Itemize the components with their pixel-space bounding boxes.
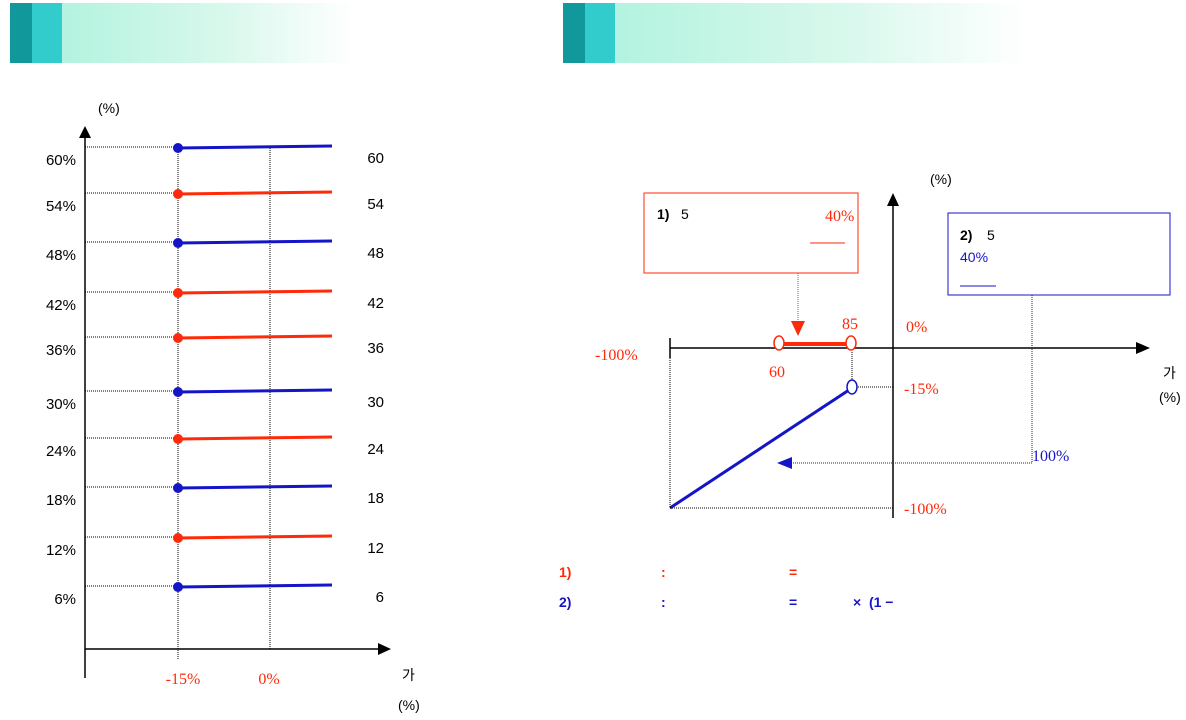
level-dot	[173, 288, 183, 298]
y-tick-label: 6%	[54, 591, 76, 608]
level-line	[177, 484, 333, 490]
note-1-num: 1)	[559, 564, 572, 580]
row-value: 18	[367, 490, 384, 507]
label-pos100: 100%	[1032, 448, 1069, 465]
row-value: 36	[367, 340, 384, 357]
box1-value: 5	[681, 206, 689, 222]
label-zero: 0%	[906, 319, 927, 336]
left-x-tick-15: -15%	[166, 671, 201, 688]
box2-pointer	[788, 295, 1033, 464]
level-line	[177, 334, 333, 340]
y-tick-label: 18%	[46, 492, 76, 509]
y-tick-label: 12%	[46, 542, 76, 559]
right-chart: (%) 1) 5 40% 2) 5 40% -100	[595, 171, 1181, 518]
level-line	[177, 388, 333, 394]
level-line	[177, 289, 333, 295]
box2-num: 2)	[960, 227, 972, 243]
y-tick-label: 30%	[46, 396, 76, 413]
callout-box-1	[643, 192, 859, 274]
row-value: 54	[367, 196, 384, 213]
row-value: 12	[367, 540, 384, 557]
point-85-marker	[845, 335, 857, 351]
right-x-axis-char: 가	[1163, 365, 1176, 381]
level-dot	[173, 333, 183, 343]
box2-pct: 40%	[960, 249, 988, 265]
y-tick-label: 24%	[46, 443, 76, 460]
callout-box-2	[947, 212, 1171, 296]
label-neg100-y: -100%	[904, 501, 947, 518]
y-tick-label: 48%	[46, 247, 76, 264]
left-x-axis-char: 가	[402, 667, 415, 683]
level-line	[177, 534, 333, 540]
level-dot	[173, 387, 183, 397]
right-x-unit: (%)	[1159, 389, 1181, 405]
level-dot	[173, 143, 183, 153]
y-tick-label: 36%	[46, 342, 76, 359]
row-value: 6	[376, 589, 384, 606]
label-neg15: -15%	[904, 381, 939, 398]
note-2-rest: × (1 −	[853, 594, 894, 610]
box2-value: 5	[987, 227, 995, 243]
left-header-bar	[10, 3, 355, 63]
note-2-eq: =	[789, 594, 798, 610]
box1-num: 1)	[657, 206, 669, 222]
left-x-unit: (%)	[398, 697, 420, 713]
blue-endpoint-marker	[846, 379, 858, 395]
y-tick-label: 54%	[46, 198, 76, 215]
level-line	[177, 239, 333, 245]
y-tick-label: 60%	[46, 152, 76, 169]
label-85: 85	[842, 316, 858, 333]
note-2-num: 2)	[559, 594, 572, 610]
row-value: 24	[367, 441, 384, 458]
level-line	[177, 144, 333, 150]
label-60: 60	[769, 364, 785, 381]
note-1-colon: :	[661, 564, 666, 580]
box1-pct: 40%	[825, 208, 854, 225]
level-dot	[173, 434, 183, 444]
row-value: 48	[367, 245, 384, 262]
note-2-colon: :	[661, 594, 666, 610]
point-60-marker	[773, 335, 785, 351]
level-line	[177, 583, 333, 589]
level-dot	[173, 483, 183, 493]
row-value: 42	[367, 295, 384, 312]
level-dot	[173, 189, 183, 199]
level-dot	[173, 238, 183, 248]
row-value: 30	[367, 394, 384, 411]
blue-line	[669, 388, 850, 510]
left-x-tick-0: 0%	[258, 671, 279, 688]
right-y-unit: (%)	[930, 171, 952, 187]
note-1-eq: =	[789, 564, 798, 580]
level-line	[177, 435, 333, 441]
right-header-bar	[563, 3, 1028, 63]
label-neg100-x: -100%	[595, 347, 638, 364]
level-dot	[173, 533, 183, 543]
left-y-unit: (%)	[98, 100, 120, 116]
row-value: 60	[367, 150, 384, 167]
level-line	[177, 190, 333, 196]
y-tick-label: 42%	[46, 297, 76, 314]
level-dot	[173, 582, 183, 592]
